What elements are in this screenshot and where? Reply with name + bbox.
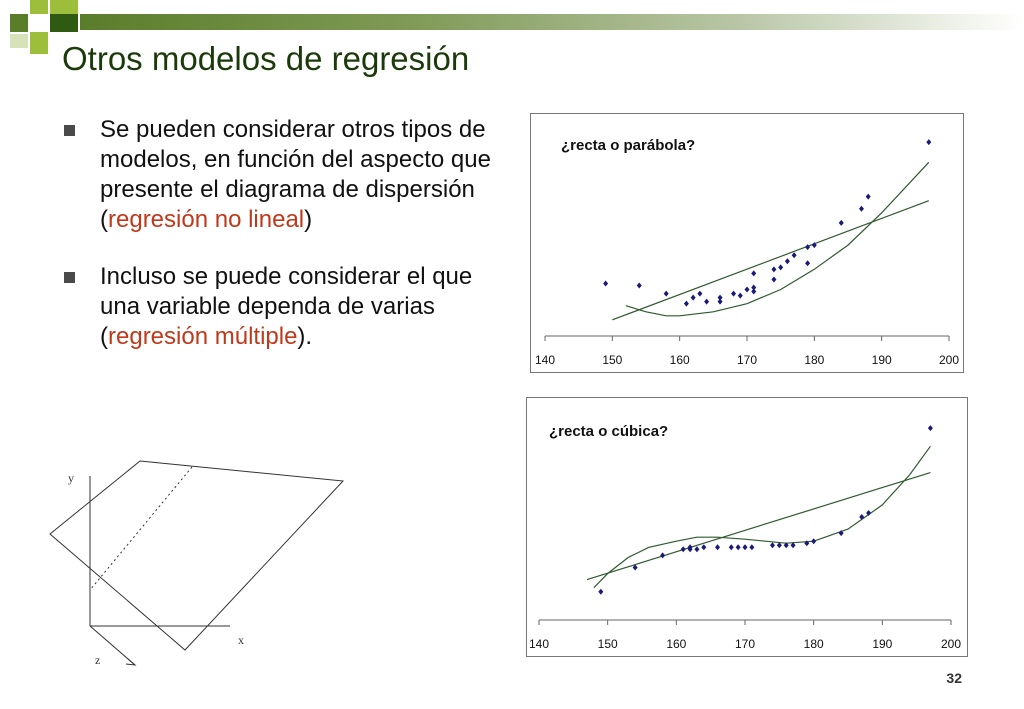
data-point [738,293,743,299]
data-point [701,544,706,550]
x-tick-label: 170 [737,353,757,367]
data-point [697,291,702,297]
deco-square [10,34,28,48]
data-point [805,260,810,266]
chart-title: ¿recta o cúbica? [549,423,668,440]
data-point [637,283,642,289]
data-point [792,252,797,258]
data-point [718,299,723,305]
data-point [771,276,776,282]
bullet-item: Incluso se puede considerar el que una v… [62,262,512,352]
bullet-highlight: regresión múltiple [108,323,297,350]
chart-parabola-svg: 140 150 160 170 180 190 200 ¿recta o parábola? [531,114,963,372]
bullet-text-end: ) [304,206,312,233]
regression-plane [50,461,343,650]
data-point [749,544,754,550]
regression-plane-diagram: y x z [40,450,360,680]
x-tick-label: 160 [670,353,690,367]
bullet-text-end: ). [297,323,312,350]
data-point [866,510,871,516]
square-bullet-icon [64,272,75,283]
data-point [684,301,689,307]
linear-fit-line [612,201,928,320]
deco-square [10,14,28,32]
deco-square [50,14,78,32]
data-point [778,264,783,270]
x-tick-label: 140 [535,353,555,367]
data-point [704,299,709,305]
data-point [811,538,816,544]
data-point [715,544,720,550]
data-point [598,589,603,595]
data-point [926,139,931,145]
data-point [839,220,844,226]
x-tick-label: 140 [529,637,549,651]
cubic-fit-curve [594,446,931,587]
bullet-list: Se pueden considerar otros tipos de mode… [62,115,512,379]
x-axis-label: x [238,633,244,647]
x-tick-label: 150 [602,353,622,367]
bullet-highlight: regresión no lineal [108,206,304,233]
page-number: 32 [946,670,962,686]
data-point [859,206,864,212]
x-tick-label: 150 [598,637,618,651]
data-point [660,552,665,558]
deco-square [50,0,78,14]
chart-cubic: 140 150 160 170 180 190 200 ¿recta o cúbica? [526,397,968,657]
data-point [751,289,756,295]
data-point [743,544,748,550]
chart-parabola: 140 150 160 170 180 190 200 ¿recta o parábola? [530,113,964,373]
x-tick-label: 180 [804,353,824,367]
data-point [664,291,669,297]
data-point [691,295,696,301]
data-point [731,291,736,297]
header-bar [80,14,1024,30]
data-point [771,266,776,272]
data-point [928,425,933,431]
data-point [681,546,686,552]
x-tick-label: 170 [735,637,755,651]
bullet-item: Se pueden considerar otros tipos de mode… [62,115,512,235]
linear-fit-line [587,473,930,580]
deco-square [30,32,48,54]
data-point [736,544,741,550]
data-point [694,546,699,552]
chart-title: ¿recta o parábola? [561,137,695,154]
data-point [751,270,756,276]
y-axis-label: y [68,471,74,485]
data-point [785,258,790,264]
data-point [770,542,775,548]
z-arrow-icon [126,659,135,665]
square-bullet-icon [64,125,75,136]
data-point [729,544,734,550]
x-tick-label: 200 [939,353,959,367]
deco-square [30,0,48,14]
x-tick-label: 200 [941,637,961,651]
x-tick-label: 190 [872,353,892,367]
chart-cubic-svg: 140 150 160 170 180 190 200 ¿recta o cúbica? [527,398,967,656]
x-tick-label: 190 [872,637,892,651]
z-axis-label: z [95,653,100,667]
page-title: Otros modelos de regresión [62,40,469,78]
data-point [603,280,608,286]
plane-projection-line [90,467,192,590]
quadratic-fit-curve [626,162,929,315]
data-point [745,287,750,293]
data-point [866,194,871,200]
data-point [859,514,864,520]
x-tick-label: 160 [666,637,686,651]
x-tick-label: 180 [804,637,824,651]
